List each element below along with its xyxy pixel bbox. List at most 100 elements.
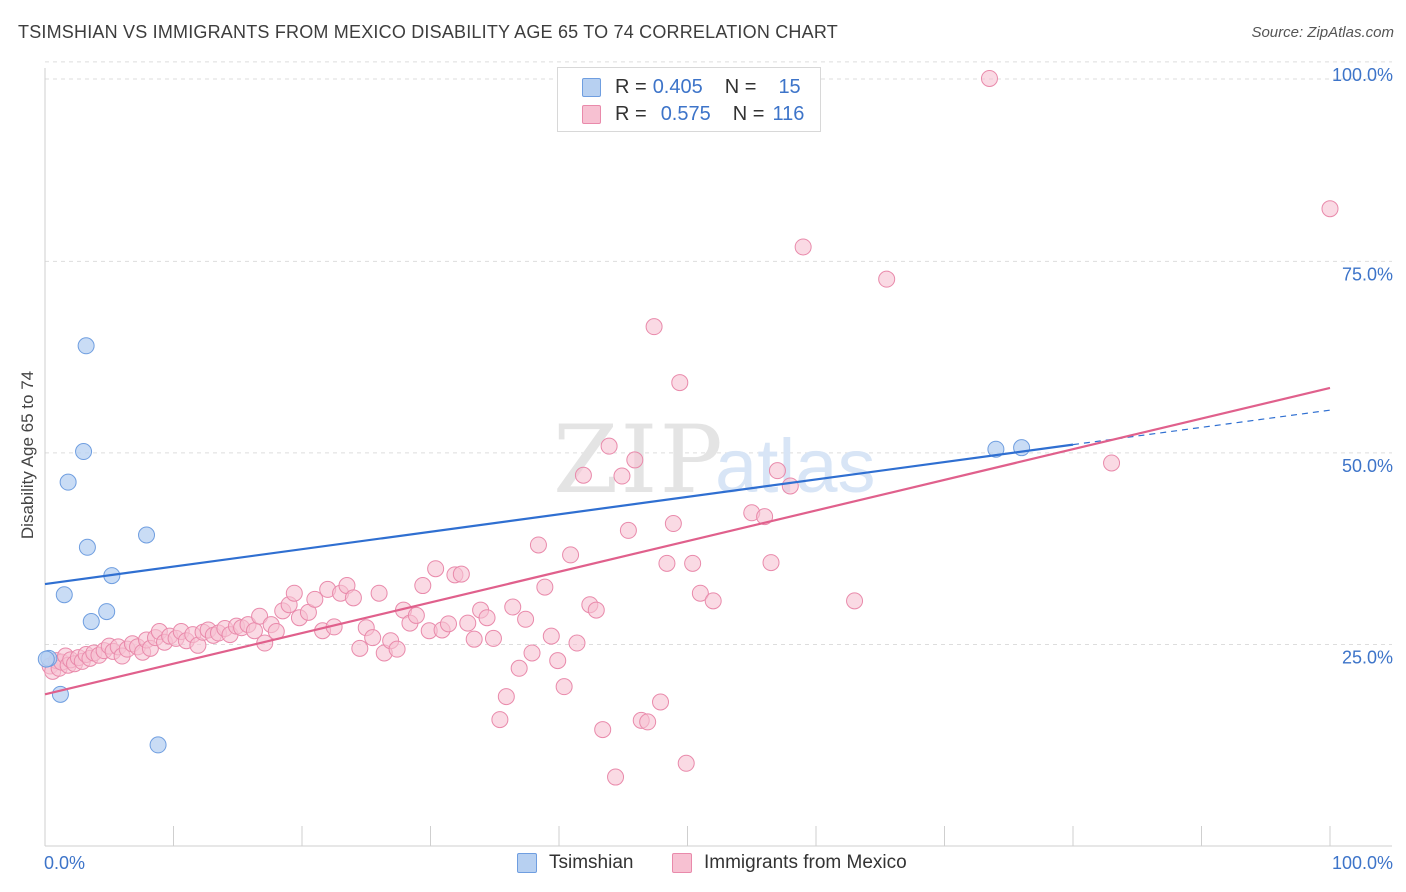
data-point-mexico [1103, 454, 1121, 472]
legend-row-mexico: R = 0.575 N = 116 [582, 103, 804, 125]
data-point-tsimshian [75, 443, 93, 461]
data-point-tsimshian [59, 473, 77, 491]
data-point-mexico [549, 652, 567, 670]
data-point-mexico [691, 584, 709, 602]
legend-swatch-blue [582, 77, 601, 97]
data-point-mexico [344, 589, 362, 607]
data-point-mexico [452, 565, 470, 583]
data-point-tsimshian [138, 526, 156, 544]
data-point-mexico [510, 659, 528, 677]
stats-legend: R = 0.405 N = 15 R = 0.575 N = 116 [557, 67, 821, 132]
x-tick-label: 0.0% [44, 853, 85, 873]
series-swatch-blue [517, 853, 537, 873]
data-point-mexico [762, 554, 780, 572]
data-point-mexico [781, 477, 799, 495]
legend-n-label: N = [724, 75, 757, 98]
data-point-tsimshian [55, 586, 73, 604]
series-swatch-pink [672, 853, 692, 873]
data-point-tsimshian [987, 440, 1005, 458]
data-point-mexico [846, 592, 864, 610]
data-point-mexico [594, 721, 612, 739]
data-point-mexico [619, 521, 637, 539]
data-point-mexico [600, 437, 618, 455]
data-point-mexico [555, 678, 573, 696]
data-point-mexico [645, 318, 663, 336]
data-point-mexico [285, 584, 303, 602]
data-point-mexico [639, 713, 657, 731]
data-point-mexico [364, 629, 382, 647]
y-axis-label: Disability Age 65 to 74 [18, 370, 37, 540]
legend-swatch-pink [582, 104, 601, 124]
data-point-tsimshian [82, 613, 100, 631]
data-point-mexico [658, 554, 676, 572]
series-label-mexico: Immigrants from Mexico [704, 852, 907, 873]
data-point-mexico [1321, 200, 1339, 218]
data-point-mexico [504, 598, 522, 616]
data-point-mexico [251, 607, 269, 625]
data-point-mexico [574, 466, 592, 484]
legend-r-label: R = [615, 75, 647, 98]
data-point-mexico [652, 693, 670, 711]
data-point-mexico [794, 238, 812, 256]
data-point-mexico [388, 640, 406, 658]
y-tick-label: 75.0% [1342, 264, 1393, 284]
watermark: ZIP atlas [553, 406, 876, 515]
series-legend: Tsimshian Immigrants from Mexico [0, 852, 1406, 878]
data-point-mexico [587, 601, 605, 619]
legend-n-value: 116 [772, 102, 805, 125]
data-point-mexico [484, 629, 502, 647]
data-point-mexico [529, 536, 547, 554]
data-point-mexico [491, 711, 509, 729]
data-point-mexico [427, 560, 445, 578]
legend-row-tsimshian: R = 0.405 N = 15 [582, 76, 801, 98]
tick-labels: 25.0% 50.0% 75.0% 100.0% 0.0% 100.0% [44, 65, 1393, 873]
data-point-mexico [351, 639, 369, 657]
data-point-tsimshian [78, 538, 96, 556]
y-tick-label: 25.0% [1342, 647, 1393, 667]
data-point-mexico [613, 467, 631, 485]
data-point-mexico [768, 462, 786, 480]
data-point-mexico [607, 768, 625, 786]
watermark-atlas: atlas [715, 424, 876, 509]
series-label-tsimshian: Tsimshian [549, 852, 634, 873]
trend-lines [44, 386, 1331, 696]
data-point-mexico [478, 609, 496, 627]
legend-r-value: 0.405 [652, 75, 703, 98]
axes [44, 68, 1392, 847]
data-point-tsimshian [149, 736, 167, 754]
data-point-mexico [439, 615, 457, 633]
data-point-mexico [562, 546, 580, 564]
data-point-mexico [626, 451, 644, 469]
data-point-mexico [684, 554, 702, 572]
data-point-mexico [704, 592, 722, 610]
data-point-mexico [523, 644, 541, 662]
trend-line-tsimshian [44, 443, 1074, 586]
data-point-tsimshian [77, 337, 95, 355]
data-point-mexico [517, 610, 535, 628]
series-legend-tsimshian: Tsimshian [517, 852, 633, 874]
data-point-mexico [878, 270, 896, 288]
data-point-mexico [370, 584, 388, 602]
blue-points [37, 337, 1031, 754]
data-point-mexico [671, 374, 689, 392]
data-point-mexico [677, 754, 695, 772]
data-point-mexico [568, 634, 586, 652]
data-point-mexico [756, 508, 774, 526]
data-point-mexico [980, 69, 998, 87]
source-credit: Source: ZipAtlas.com [1251, 24, 1394, 41]
y-tick-label: 100.0% [1332, 65, 1393, 85]
legend-r-label: R = [615, 102, 647, 125]
data-point-tsimshian [98, 603, 116, 621]
legend-r-value: 0.575 [660, 102, 711, 125]
data-point-mexico [465, 630, 483, 648]
data-point-tsimshian [37, 650, 55, 668]
data-point-mexico [407, 606, 425, 624]
data-point-mexico [664, 515, 682, 533]
pink-points [41, 69, 1339, 786]
y-tick-label: 50.0% [1342, 456, 1393, 476]
data-point-mexico [306, 590, 324, 608]
chart-title: TSIMSHIAN VS IMMIGRANTS FROM MEXICO DISA… [18, 22, 838, 42]
trend-line-mexico [44, 386, 1331, 696]
x-tick-label: 100.0% [1332, 853, 1393, 873]
